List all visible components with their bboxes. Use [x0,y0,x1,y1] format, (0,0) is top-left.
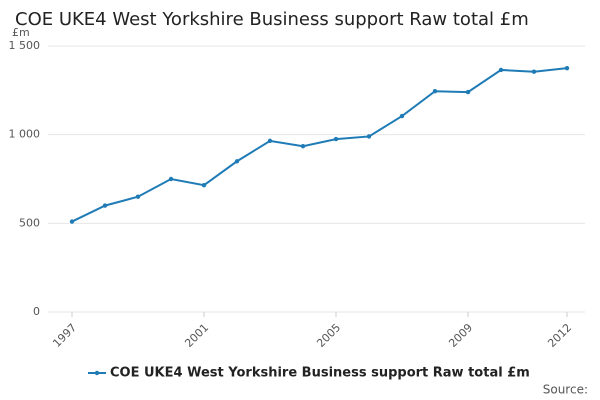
legend-label: COE UKE4 West Yorkshire Business support… [110,366,530,381]
y-tick-label: 500 [19,216,40,229]
x-tick-label: 2001 [182,321,211,350]
legend-item: COE UKE4 West Yorkshire Business support… [88,366,530,381]
data-point [564,65,570,71]
data-point [168,176,174,182]
x-tick-label: 2012 [545,321,574,350]
data-point [366,134,372,139]
data-point [531,69,537,74]
x-tick-label: 2009 [446,321,475,350]
data-point [432,89,438,94]
data-point [465,89,471,95]
x-tick-label: 2005 [314,321,343,350]
y-tick-label: 1 500 [9,39,41,52]
data-point [399,113,405,119]
series-line [71,67,568,223]
data-point [234,159,240,164]
data-point [69,219,75,224]
y-tick-label: 0 [33,305,40,318]
data-point [498,67,504,73]
y-tick-label: 1 000 [9,128,41,141]
data-point [201,183,207,188]
data-point [333,136,339,142]
data-point [300,143,306,149]
data-point [102,203,108,208]
chart-title: COE UKE4 West Yorkshire Business support… [15,9,529,30]
data-point [267,138,273,144]
legend-marker [94,370,100,376]
y-axis-label: £m [12,26,30,39]
source: Source: [543,383,588,397]
x-tick-label: 1997 [50,321,79,350]
data-point [135,194,141,199]
